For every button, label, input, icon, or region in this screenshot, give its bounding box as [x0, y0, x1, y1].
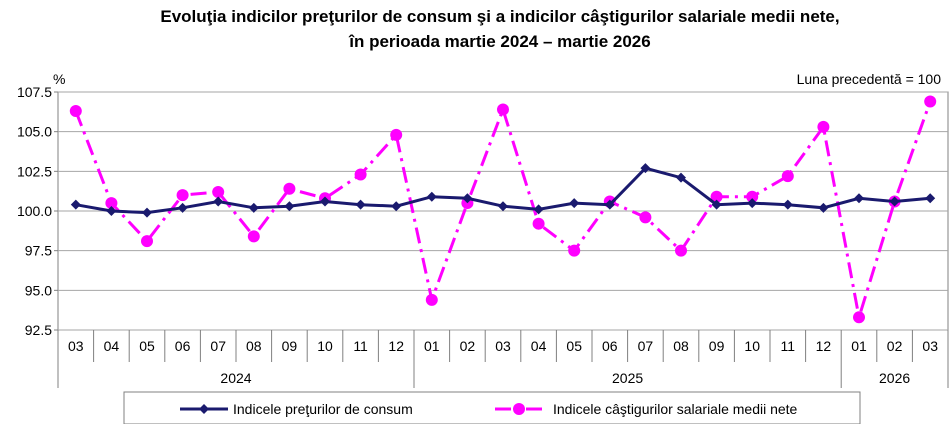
chart-title: Evoluţia indicilor preţurilor de consum … — [0, 4, 950, 54]
x-tick-label: 12 — [388, 338, 404, 354]
data-point — [497, 103, 509, 116]
data-point — [462, 193, 473, 204]
x-tick-label: 09 — [282, 338, 298, 354]
data-point — [320, 196, 330, 207]
x-tick-label: 10 — [317, 338, 333, 354]
x-tick-label: 01 — [851, 338, 867, 354]
data-point — [782, 199, 793, 210]
x-tick-label: 08 — [246, 338, 262, 354]
data-point — [569, 198, 580, 209]
y-tick-label: 107.5 — [17, 84, 52, 100]
legend-box — [123, 391, 861, 424]
x-tick-label: 03 — [495, 338, 511, 354]
x-tick-label: 11 — [353, 338, 368, 354]
y-tick-label: 92.5 — [25, 322, 52, 338]
data-point — [924, 95, 937, 108]
data-point — [391, 201, 402, 212]
chart-title-line-2: în perioada martie 2024 – martie 2026 — [349, 32, 651, 51]
data-point — [533, 204, 544, 215]
x-tick-label: 04 — [531, 338, 547, 354]
x-tick-label: 04 — [104, 338, 120, 354]
data-point — [568, 244, 581, 257]
data-point — [817, 120, 830, 133]
data-point — [925, 193, 936, 204]
data-point — [498, 201, 508, 212]
x-tick-label: 03 — [922, 338, 938, 354]
data-point — [355, 199, 366, 210]
legend-label-cpi: Indicele preţurilor de consum — [233, 401, 413, 417]
data-point — [105, 197, 118, 210]
x-tick-label: 02 — [887, 338, 903, 354]
x-tick-label: 05 — [566, 338, 582, 354]
data-point — [889, 196, 900, 207]
data-point — [854, 193, 864, 204]
x-tick-label: 12 — [816, 338, 832, 354]
year-label: 2026 — [879, 370, 910, 386]
data-point — [176, 189, 189, 202]
data-point — [141, 235, 153, 248]
y-axis-unit-label: % — [53, 71, 65, 87]
year-label: 2024 — [220, 370, 251, 386]
data-point — [675, 244, 687, 257]
x-tick-label: 11 — [781, 338, 796, 354]
data-point — [283, 182, 296, 195]
data-point — [710, 190, 723, 203]
data-point — [425, 293, 438, 306]
x-tick-label: 06 — [602, 338, 618, 354]
data-point — [106, 206, 117, 216]
data-point — [746, 190, 759, 203]
data-point — [639, 211, 652, 224]
y-tick-label: 95.0 — [25, 282, 52, 298]
data-point — [247, 230, 260, 243]
legend-marker-salary — [513, 403, 525, 415]
legend: Indicele preţurilor de consum Indicele câ… — [123, 391, 861, 424]
data-point — [781, 170, 794, 183]
y-tick-label: 100.0 — [17, 203, 52, 219]
chart-title-line-1: Evoluţia indicilor preţurilor de consum … — [160, 7, 840, 26]
data-point — [213, 196, 224, 207]
x-tick-label: 07 — [638, 338, 654, 354]
data-point — [853, 311, 865, 324]
data-point — [177, 202, 188, 213]
data-point — [426, 191, 437, 202]
y-tick-label: 97.5 — [25, 243, 52, 259]
x-tick-label: 03 — [68, 338, 84, 354]
data-point — [532, 217, 545, 230]
year-label: 2025 — [612, 370, 643, 386]
x-tick-label: 08 — [673, 338, 689, 354]
x-tick-label: 06 — [175, 338, 191, 354]
data-point — [248, 202, 259, 213]
x-tick-label: 01 — [424, 338, 440, 354]
data-point — [390, 128, 403, 141]
legend-label-salary: Indicele câştigurilor salariale medii ne… — [553, 401, 798, 417]
data-point — [604, 199, 615, 210]
data-point — [69, 105, 82, 118]
y-tick-label: 102.5 — [17, 163, 52, 179]
data-point — [284, 201, 295, 212]
legend-marker-cpi — [199, 404, 209, 414]
data-point — [711, 199, 722, 210]
series-1 — [69, 95, 937, 324]
data-point — [142, 207, 152, 218]
base-note: Luna precedentă = 100 — [797, 71, 942, 87]
data-point — [640, 163, 651, 174]
data-point — [354, 168, 367, 181]
data-point — [676, 172, 686, 183]
x-tick-label: 07 — [210, 338, 226, 354]
data-point — [747, 198, 758, 209]
data-point — [818, 202, 829, 213]
data-point — [212, 185, 225, 198]
x-tick-label: 09 — [709, 338, 725, 354]
x-tick-label: 05 — [139, 338, 155, 354]
series-0 — [70, 163, 936, 218]
x-tick-label: 10 — [744, 338, 760, 354]
x-tick-label: 02 — [460, 338, 476, 354]
data-point — [70, 199, 81, 210]
y-tick-label: 105.0 — [17, 124, 52, 140]
